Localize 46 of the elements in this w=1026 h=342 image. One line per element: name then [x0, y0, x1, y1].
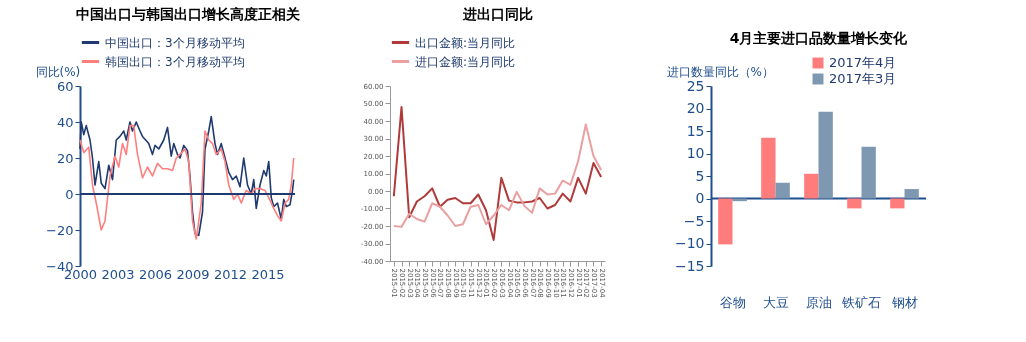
- x-tick-label: 铁矿石: [841, 294, 881, 310]
- x-tick-label: 2015: [251, 266, 285, 282]
- bar: [847, 198, 862, 209]
- y-tick-label: 20: [56, 150, 74, 166]
- y-tick-label: −20: [46, 222, 74, 238]
- y-axis-title: 进口数量同比（%）: [666, 64, 774, 79]
- x-tick-label: 谷物: [719, 294, 746, 310]
- bar: [804, 173, 819, 199]
- x-tick-label: 原油: [805, 294, 832, 310]
- legend-label: 2017年3月: [829, 71, 897, 86]
- line-series: [392, 106, 603, 241]
- line-series: [392, 123, 603, 228]
- y-tick-label: −10: [674, 235, 705, 251]
- x-tick-label: 大豆: [762, 294, 789, 310]
- y-tick-label: 10: [686, 145, 705, 161]
- legend-label: 出口金额:当月同比: [415, 35, 516, 50]
- legend-label: 进口金额:当月同比: [415, 54, 516, 69]
- x-tick-label: 2003: [101, 266, 135, 282]
- bar: [890, 198, 905, 209]
- x-tick-label: 钢材: [890, 294, 918, 310]
- y-tick-label: −15: [674, 257, 705, 274]
- y-tick-label: −5: [683, 212, 705, 229]
- chart-title: 4月主要进口品数量增长变化: [729, 30, 909, 46]
- bar: [775, 182, 790, 199]
- bar: [904, 189, 919, 199]
- bar: [861, 146, 876, 199]
- y-tick-label: 40: [56, 114, 74, 130]
- y-tick-label: 15: [686, 122, 705, 139]
- y-tick-label: 60: [56, 78, 74, 94]
- x-tick-label: 2006: [138, 266, 173, 282]
- chart-title: 中国出口与韩国出口增长高度正相关: [75, 6, 300, 22]
- chart-title: 进出口同比: [461, 6, 533, 22]
- y-tick-label: 0: [695, 190, 705, 206]
- y-axis-title: 同比(%): [35, 64, 81, 79]
- legend-label: 2017年4月: [829, 55, 897, 70]
- y-tick-label: 0: [65, 186, 74, 202]
- bar: [718, 198, 733, 245]
- legend-label: 韩国出口：3个月移动平均: [105, 54, 245, 69]
- bar: [818, 111, 833, 199]
- y-tick-label: 20: [686, 100, 705, 116]
- legend-label: 中国出口：3个月移动平均: [105, 35, 245, 50]
- x-tick-label: 2012: [213, 266, 248, 282]
- y-tick-label: 25: [686, 77, 705, 94]
- bar: [761, 137, 776, 199]
- x-tick-label: 2009: [176, 266, 210, 282]
- y-tick-label: 5: [695, 167, 705, 184]
